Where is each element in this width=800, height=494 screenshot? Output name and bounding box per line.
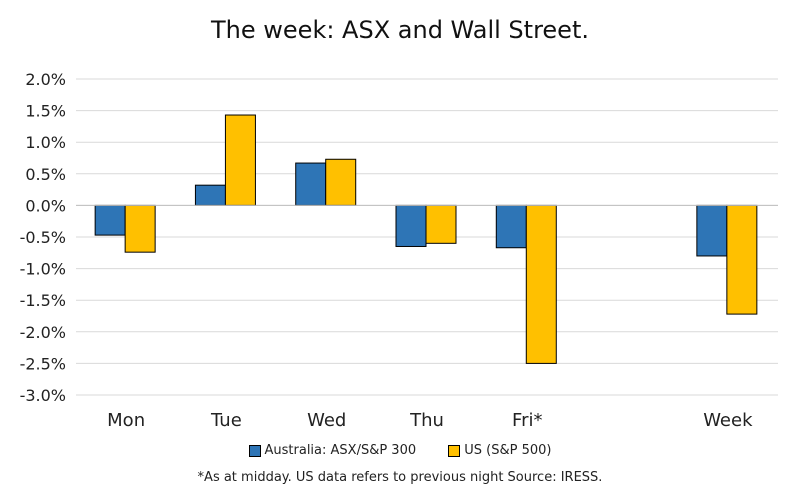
y-tick-label: -3.0% (20, 386, 66, 405)
legend-label-us: US (S&P 500) (464, 443, 552, 458)
y-tick-label: 1.0% (25, 133, 66, 152)
legend: Australia: ASX/S&P 300 US (S&P 500) (0, 443, 800, 461)
bar-australia-1 (194, 184, 226, 206)
bar-australia-3 (395, 204, 427, 247)
source-note: *As at midday. US data refers to previou… (197, 470, 603, 485)
y-tick-label: -1.5% (20, 291, 66, 310)
bar-us-6 (726, 204, 758, 315)
bar-us-4 (525, 204, 557, 364)
legend-item-us: US (S&P 500) (448, 443, 551, 458)
bar-us-2 (325, 158, 357, 206)
legend-label-australia: Australia: ASX/S&P 300 (264, 443, 417, 458)
x-tick-label: Fri* (512, 410, 542, 431)
x-tick-label: Mon (107, 410, 145, 431)
x-tick-label: Tue (210, 410, 242, 431)
x-tick-label: Thu (409, 410, 444, 431)
y-tick-label: -1.0% (20, 260, 66, 279)
bar-australia-4 (495, 204, 527, 249)
bar-us-3 (425, 204, 457, 244)
y-tick-label: -0.5% (20, 228, 66, 247)
legend-item-australia: Australia: ASX/S&P 300 (248, 443, 417, 458)
bar-australia-2 (295, 162, 327, 206)
bar-australia-6 (696, 204, 728, 257)
x-tick-label: Wed (307, 410, 346, 431)
x-tick-label: Week (703, 410, 753, 431)
y-tick-label: 1.5% (25, 102, 66, 121)
y-tick-label: 2.0% (25, 70, 66, 89)
bar-australia-0 (94, 204, 126, 236)
y-tick-label: 0.5% (25, 165, 66, 184)
legend-swatch-us (448, 444, 461, 457)
y-tick-label: -2.0% (20, 323, 66, 342)
legend-swatch-australia (248, 444, 261, 457)
chart-title: The week: ASX and Wall Street. (211, 16, 589, 44)
bar-us-0 (124, 204, 156, 253)
y-tick-label: 0.0% (25, 196, 66, 215)
y-tick-label: -2.5% (20, 354, 66, 373)
bar-us-1 (224, 114, 256, 206)
